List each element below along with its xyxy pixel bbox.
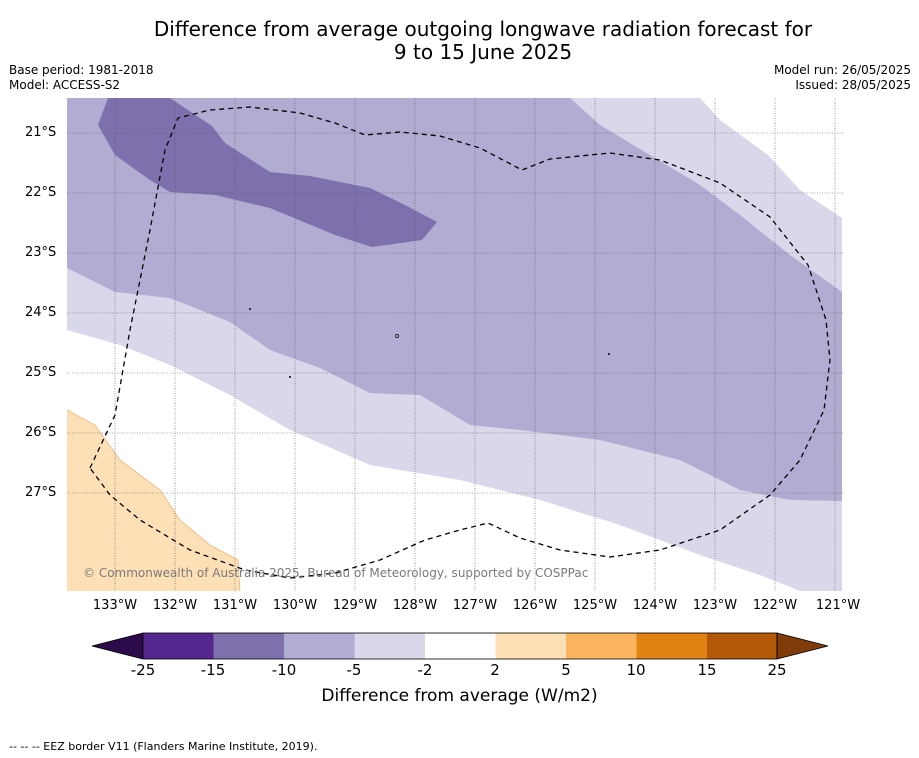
- island-marker: [395, 334, 399, 338]
- colorbar-bin: [213, 633, 284, 659]
- lat-label: 25°S: [25, 365, 57, 380]
- colorbar-extend-high: [776, 632, 829, 660]
- lat-label: 23°S: [25, 245, 57, 260]
- lat-label: 22°S: [25, 185, 57, 200]
- copyright-notice: © Commonwealth of Australia 2025, Bureau…: [83, 566, 589, 580]
- lon-label: 123°W: [692, 598, 738, 613]
- colorbar-bin: [707, 633, 777, 659]
- base-period: Base period: 1981-2018: [9, 63, 154, 77]
- lat-label: 26°S: [25, 425, 57, 440]
- anomaly-region-dark: [98, 98, 437, 247]
- colorbar-bin: [284, 633, 355, 659]
- eez-footnote: -- -- -- EEZ border V11 (Flanders Marine…: [9, 740, 318, 753]
- colorbar-tick-label: 15: [697, 661, 717, 679]
- colorbar-bin: [495, 633, 566, 659]
- island-marker: [289, 376, 291, 378]
- lon-label: 128°W: [392, 598, 438, 613]
- colorbar-bin: [354, 633, 425, 659]
- colorbar-title: Difference from average (W/m2): [321, 686, 598, 706]
- colorbar-bin: [425, 633, 496, 659]
- lon-label: 121°W: [815, 598, 861, 613]
- lon-label: 122°W: [752, 598, 798, 613]
- title-line-1: Difference from average outgoing longwav…: [153, 17, 813, 41]
- lon-label: 124°W: [632, 598, 678, 613]
- colorbar-bin: [143, 633, 214, 659]
- colorbar-tick-label: 25: [767, 661, 787, 679]
- colorbar-tick-label: -2: [417, 661, 433, 679]
- lon-label: 131°W: [212, 598, 258, 613]
- lon-label: 127°W: [452, 598, 498, 613]
- lon-label: 129°W: [332, 598, 378, 613]
- lat-label: 21°S: [25, 125, 57, 140]
- island-marker: [608, 353, 610, 355]
- colorbar-tick-label: -10: [271, 661, 297, 679]
- title-line-2: 9 to 15 June 2025: [393, 40, 573, 64]
- anomaly-region-orange: [67, 410, 240, 591]
- lon-label: 126°W: [512, 598, 558, 613]
- map-title: Difference from average outgoing longwav…: [0, 18, 919, 64]
- colorbar: [91, 632, 829, 660]
- lat-label: 24°S: [25, 305, 57, 320]
- colorbar-bin: [636, 633, 707, 659]
- grid-lines: [67, 98, 843, 591]
- eez-border: [89, 106, 831, 579]
- model-run: Model run: 26/05/2025: [773, 63, 911, 77]
- model-name: Model: ACCESS-S2: [9, 78, 121, 92]
- lon-label: 130°W: [272, 598, 318, 613]
- colorbar-outline: [142, 632, 778, 660]
- lon-label: 133°W: [92, 598, 138, 613]
- colorbar-tick-label: 2: [490, 661, 500, 679]
- metadata-left: Base period: 1981-2018 Model: ACCESS-S2: [9, 63, 154, 93]
- colorbar-tick-label: -15: [200, 661, 226, 679]
- colorbar-extend-low: [91, 632, 144, 660]
- orange-contour: [66, 409, 241, 592]
- colorbar-tick-label: 5: [561, 661, 571, 679]
- colorbar-bin: [566, 633, 637, 659]
- lat-label: 27°S: [25, 485, 57, 500]
- colorbar-tick-label: -5: [346, 661, 362, 679]
- lon-label: 132°W: [152, 598, 198, 613]
- colorbar-tick-label: -25: [130, 661, 156, 679]
- issued-date: Issued: 28/05/2025: [795, 78, 911, 92]
- metadata-right: Model run: 26/05/2025 Issued: 28/05/2025: [774, 63, 911, 93]
- colorbar-tick-label: 10: [626, 661, 646, 679]
- lon-label: 125°W: [572, 598, 618, 613]
- island-marker: [249, 308, 251, 310]
